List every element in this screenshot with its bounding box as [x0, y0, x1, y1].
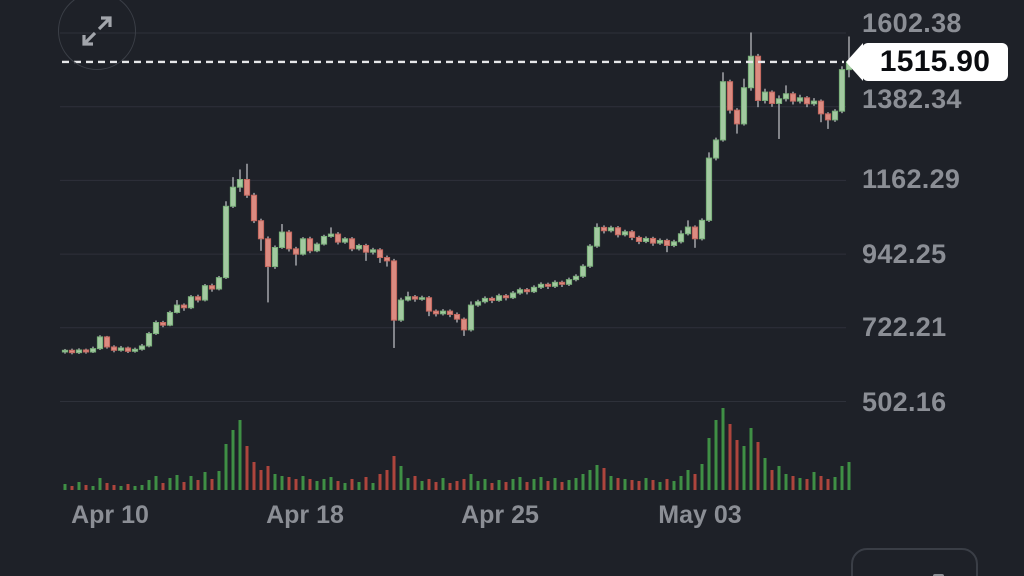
x-axis-label: Apr 10 [71, 501, 149, 529]
current-price-value: 1515.90 [879, 44, 991, 78]
candles [61, 32, 853, 355]
price-tag-arrow-icon [846, 42, 863, 81]
x-axis-label: Apr 18 [266, 501, 344, 529]
y-axis-label: 942.25 [862, 239, 947, 269]
current-price-tag: 1515.90 [846, 42, 1008, 81]
y-axis-label: 1602.38 [862, 8, 962, 38]
fullscreen-button[interactable] [58, 0, 136, 70]
x-axis-label: Apr 25 [461, 501, 539, 529]
y-axis-label: 722.21 [862, 312, 947, 342]
x-axis-label: May 03 [658, 501, 742, 529]
y-axis-label: 1162.29 [862, 164, 961, 194]
bottom-right-partial-button[interactable] [851, 548, 978, 576]
volume-bars [63, 408, 851, 490]
gridlines [60, 32, 846, 402]
cut-off-glyph [933, 574, 944, 576]
y-axis-label: 1382.34 [862, 84, 962, 114]
y-axis-label: 502.16 [862, 387, 947, 417]
expand-icon [82, 16, 112, 46]
